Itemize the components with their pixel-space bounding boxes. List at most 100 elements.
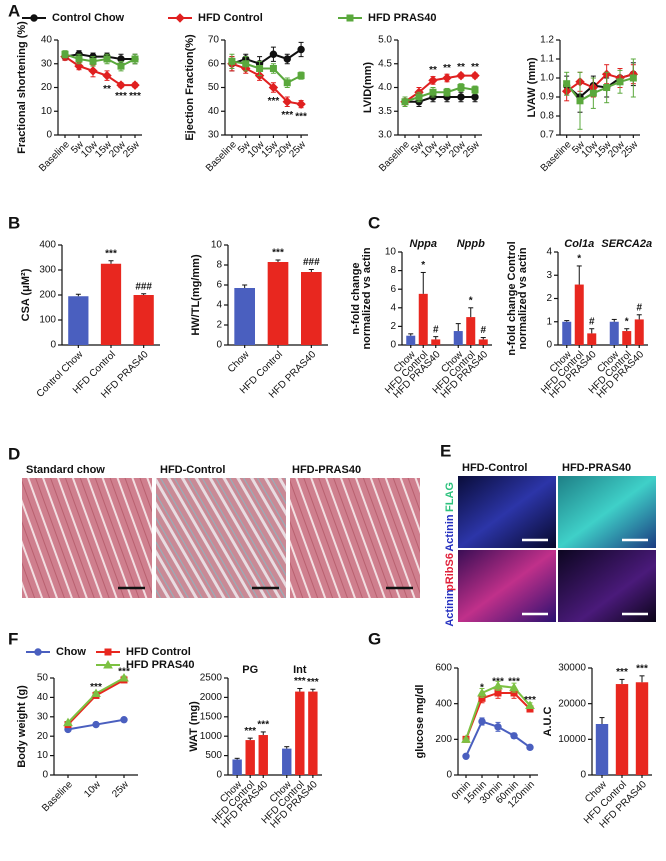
legend-label: Chow <box>56 646 86 658</box>
y-tick-label: 0 <box>42 770 48 781</box>
panel-label: B <box>8 213 20 232</box>
group-label: PG <box>242 664 258 676</box>
y-tick-label: 30 <box>41 58 53 69</box>
point <box>103 659 113 669</box>
x-tick-label: Baseline <box>539 139 574 174</box>
point <box>104 648 112 656</box>
x-tick-label: Baseline <box>377 139 412 174</box>
x-tick-label: 25w <box>461 139 482 160</box>
y-axis-label: LVAW (mm) <box>526 57 538 117</box>
image-title: HFD-Control <box>160 464 225 476</box>
y-axis-label: n-fold change <box>350 262 362 334</box>
y-tick-label: 50 <box>208 82 220 93</box>
y-axis-label: n-fold change Control <box>506 241 518 355</box>
significance: * <box>480 682 484 693</box>
significance: ** <box>103 84 111 95</box>
bar <box>609 321 619 345</box>
legend-label: Control Chow <box>52 12 125 24</box>
point <box>477 687 487 697</box>
bar <box>418 293 428 345</box>
significance: * <box>577 254 581 265</box>
bar <box>258 735 268 775</box>
bar <box>267 262 289 345</box>
significance: * <box>469 295 473 306</box>
panel-label: D <box>8 444 20 463</box>
point <box>456 70 466 81</box>
y-tick-label: 1.1 <box>540 54 554 65</box>
y-tick-label: 1000 <box>200 731 223 742</box>
point <box>462 752 470 760</box>
bar <box>406 335 416 345</box>
point <box>268 82 279 93</box>
point <box>494 689 502 697</box>
significance: ### <box>135 281 152 292</box>
point <box>471 86 479 94</box>
point <box>297 45 305 54</box>
x-tick-label: Baseline <box>40 779 75 814</box>
y-tick-label: 3.5 <box>378 106 392 117</box>
y-tick-label: 200 <box>435 734 452 745</box>
point <box>88 66 98 76</box>
point <box>175 13 185 23</box>
y-axis-label: LVID(mm) <box>362 62 374 113</box>
y-tick-label: 2 <box>390 321 396 332</box>
y-tick-label: 4 <box>390 302 396 313</box>
point <box>429 88 437 96</box>
y-tick-label: 10000 <box>558 734 586 745</box>
significance: *** <box>636 663 648 674</box>
y-tick-label: 0 <box>46 130 52 141</box>
y-tick-label: 0.8 <box>540 111 554 122</box>
significance: *** <box>616 667 628 678</box>
significance: * <box>625 316 629 327</box>
column-title: HFD-Control <box>462 462 527 474</box>
point <box>493 680 503 690</box>
significance: *** <box>257 720 269 731</box>
row-label: Actinin <box>444 514 456 552</box>
y-tick-label: 10 <box>385 247 397 258</box>
significance: *** <box>272 248 284 259</box>
y-axis-label: HW/TL(mg/mm) <box>190 254 202 336</box>
y-axis-label: normalized vs actin <box>517 247 529 349</box>
point <box>442 73 452 83</box>
y-tick-label: 4.0 <box>378 82 392 93</box>
x-tick-label: 25w <box>121 139 142 160</box>
point <box>242 60 250 68</box>
group-label: Col1a <box>564 238 594 250</box>
significance: ** <box>471 62 479 73</box>
y-tick-label: 20 <box>41 82 53 93</box>
point <box>102 70 112 81</box>
significance: ** <box>457 62 465 73</box>
point <box>116 80 126 90</box>
point <box>120 716 128 724</box>
point <box>470 70 480 81</box>
panel-label: E <box>440 441 451 460</box>
point <box>89 57 97 65</box>
point <box>443 88 451 96</box>
y-tick-label: 0.9 <box>540 92 554 103</box>
y-axis-label: WAT (mg) <box>188 701 200 752</box>
point <box>117 62 125 70</box>
y-axis-label: glucose mg/dl <box>414 685 426 759</box>
y-tick-label: 40 <box>208 106 220 117</box>
significance: *** <box>524 695 536 706</box>
y-tick-label: 0 <box>580 770 586 781</box>
group-label: Int <box>293 664 307 676</box>
y-tick-label: 30 <box>37 711 49 722</box>
point <box>131 55 139 63</box>
y-tick-label: 2 <box>546 293 552 304</box>
significance: *** <box>129 91 141 102</box>
y-tick-label: 8 <box>216 260 222 271</box>
y-tick-label: 10 <box>211 240 223 251</box>
y-tick-label: 6 <box>390 284 396 295</box>
y-tick-label: 60 <box>208 58 220 69</box>
y-tick-label: 30 <box>208 130 220 141</box>
y-tick-label: 4 <box>546 247 552 258</box>
panel-label: F <box>8 629 18 648</box>
y-tick-label: 30000 <box>558 663 586 674</box>
point <box>256 65 264 72</box>
y-tick-label: 2500 <box>200 673 223 684</box>
point <box>130 80 140 90</box>
bar <box>295 691 305 775</box>
y-tick-label: 6 <box>216 280 222 291</box>
image-title: Standard chow <box>26 464 105 476</box>
